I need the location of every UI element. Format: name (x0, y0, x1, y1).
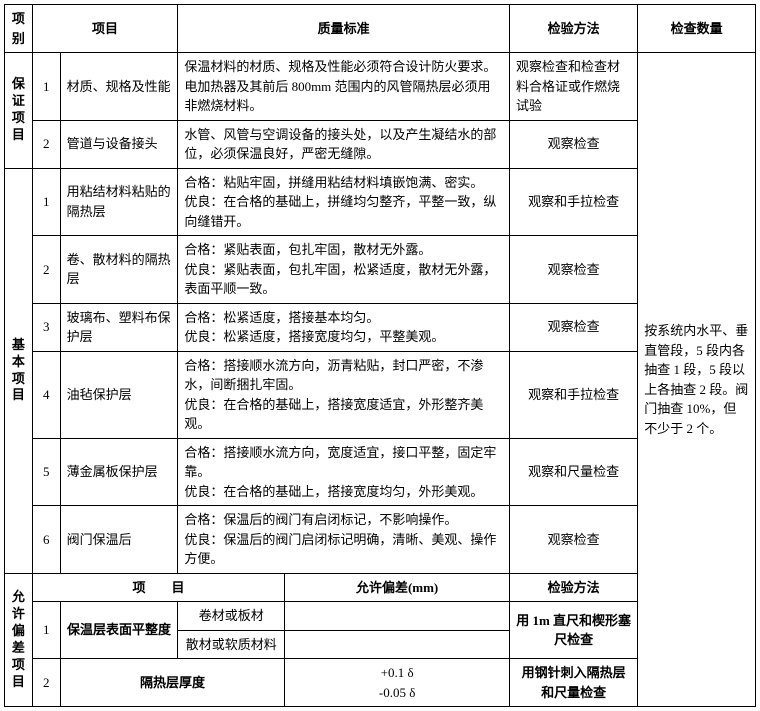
b-no-2: 2 (32, 236, 60, 304)
b-method-1: 观察和手拉检查 (509, 168, 637, 236)
g-std-2: 水管、风管与空调设备的接头处，以及产生凝结水的部位，必须保温良好，严密无缝隙。 (178, 120, 510, 168)
b-method-3: 观察检查 (509, 303, 637, 351)
b-no-4: 4 (32, 351, 60, 438)
cat-tolerance: 允许偏差项目 (5, 573, 33, 707)
t-sub-1b: 散材或软质材料 (178, 630, 285, 659)
t-hdr-method: 检验方法 (509, 573, 637, 602)
t-sub-1a: 卷材或板材 (178, 602, 285, 631)
b-item-3: 玻璃布、塑料布保护层 (60, 303, 178, 351)
t-dev-1b (285, 630, 510, 659)
b-std-2: 合格：紧贴表面，包扎牢固，散材无外露。 优良：紧贴表面，包扎牢固，松紧适度，散材… (178, 236, 510, 304)
hdr-qty: 检查数量 (638, 5, 756, 53)
hdr-category: 项别 (5, 5, 33, 53)
cat-basic: 基本项目 (5, 168, 33, 573)
t-dev-1a (285, 602, 510, 631)
b-no-3: 3 (32, 303, 60, 351)
g-item-1: 材质、规格及性能 (60, 53, 178, 121)
g-method-1: 观察检查和检查材料合格证或作燃烧试验 (509, 53, 637, 121)
b-item-4: 油毡保护层 (60, 351, 178, 438)
t-item-2: 隔热层厚度 (60, 659, 285, 707)
b-no-6: 6 (32, 506, 60, 574)
g-item-2: 管道与设备接头 (60, 120, 178, 168)
b-method-5: 观察和尺量检查 (509, 438, 637, 506)
b-std-3: 合格：松紧适度，搭接基本均匀。 优良：松紧适度，搭接宽度均匀，平整美观。 (178, 303, 510, 351)
g-no-1: 1 (32, 53, 60, 121)
b-no-1: 1 (32, 168, 60, 236)
b-item-2: 卷、散材料的隔热层 (60, 236, 178, 304)
t-item-1: 保温层表面平整度 (60, 602, 178, 659)
b-item-1: 用粘结材料粘贴的隔热层 (60, 168, 178, 236)
g-std-1: 保温材料的材质、规格及性能必须符合设计防火要求。电加热器及其前后 800mm 范… (178, 53, 510, 121)
t-no-2: 2 (32, 659, 60, 707)
hdr-method: 检验方法 (509, 5, 637, 53)
b-no-5: 5 (32, 438, 60, 506)
b-method-6: 观察检查 (509, 506, 637, 574)
b-std-6: 合格：保温后的阀门有启闭标记，不影响操作。 优良：保温后的阀门启闭标记明确，清晰… (178, 506, 510, 574)
b-item-5: 薄金属板保护层 (60, 438, 178, 506)
qty-cell: 按系统内水平、垂直管段，5 段内各抽查 1 段，5 段以上各抽查 2 段。阀门抽… (638, 53, 756, 707)
t-method-1: 用 1m 直尺和楔形塞尺检查 (509, 602, 637, 659)
t-hdr-item: 项 目 (32, 573, 284, 602)
b-std-5: 合格：搭接顺水流方向，宽度适宜，接口平整，固定牢靠。 优良：在合格的基础上，搭接… (178, 438, 510, 506)
t-no-1: 1 (32, 602, 60, 659)
t-hdr-dev: 允许偏差(mm) (285, 573, 510, 602)
g-no-2: 2 (32, 120, 60, 168)
g-method-2: 观察检查 (509, 120, 637, 168)
cat-guarantee: 保证项目 (5, 53, 33, 169)
b-item-6: 阀门保温后 (60, 506, 178, 574)
b-method-2: 观察检查 (509, 236, 637, 304)
b-std-4: 合格：搭接顺水流方向，沥青粘贴，封口严密，不渗水，间断捆扎牢固。 优良：在合格的… (178, 351, 510, 438)
b-method-4: 观察和手拉检查 (509, 351, 637, 438)
hdr-item: 项目 (32, 5, 178, 53)
hdr-standard: 质量标准 (178, 5, 510, 53)
t-dev-2: +0.1 δ -0.05 δ (285, 659, 510, 707)
b-std-1: 合格：粘贴牢固，拼缝用粘结材料填嵌饱满、密实。 优良：在合格的基础上，拼缝均匀整… (178, 168, 510, 236)
t-method-2: 用钢针刺入隔热层和尺量检查 (509, 659, 637, 707)
